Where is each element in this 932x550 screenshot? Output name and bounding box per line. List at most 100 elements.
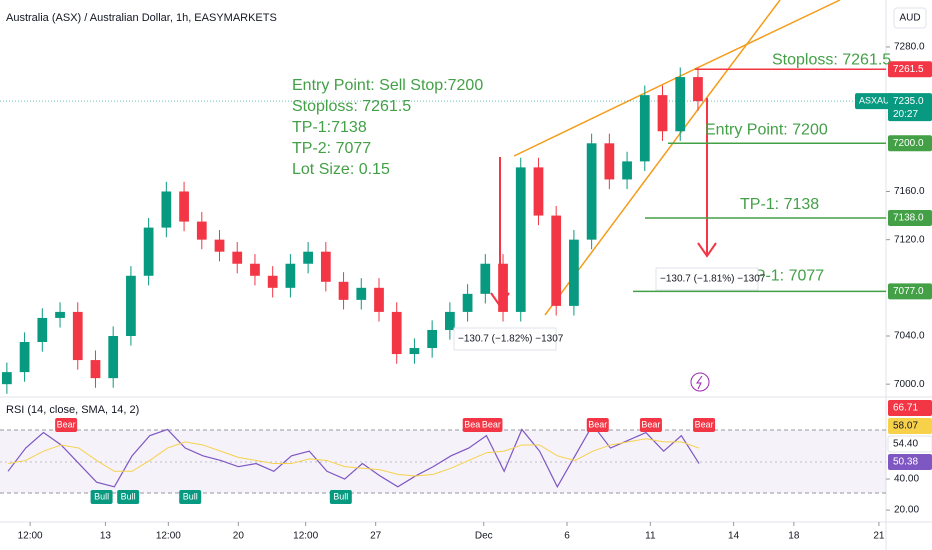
x-tick-label: 20 [233,531,245,542]
x-tick-label: 12:00 [293,531,318,542]
currency[interactable]: AUD [899,13,920,24]
signal-box [480,418,503,432]
candle-body [19,342,30,373]
level-text: TP-1: 7138 [740,196,819,213]
candle-body [515,167,526,312]
candle-body [569,239,579,306]
candle-body [267,275,278,288]
measure: −130.7 (−1.81%) −1307 [660,274,766,285]
candle-body [37,317,48,343]
candle-body [72,311,83,361]
rsi-value-label: 66.71 [893,403,918,414]
x-tick-label: 18 [788,531,800,542]
rsi-band [0,430,886,493]
note: TP-2: 7077 [292,140,371,157]
x-tick-label: 11 [645,531,656,542]
candle-body [498,263,508,312]
candle-body [2,372,12,385]
candle-body [196,221,207,240]
candle-body [320,251,331,282]
signal: Bear [695,419,714,429]
signal: Bear [641,419,660,429]
x-tick-label: 13 [100,531,112,542]
measure-box [453,327,557,351]
chart-title: Australia (ASX) / Australian Dollar, 1h,… [6,12,277,24]
last-box [888,93,932,122]
candle-body [409,348,420,355]
rsi-line [7,438,700,477]
candle-body [427,329,438,349]
signal: Bull [121,491,136,501]
candle-body [338,281,349,300]
countdown: 20:27 [893,109,918,120]
x-tick-label: 6 [564,531,570,542]
signal-box [462,418,485,432]
arrow-head [697,242,717,258]
level-label: 7077.0 [893,286,924,297]
signal-box [55,418,78,432]
signal: Bear [482,419,501,429]
candle-body [533,167,544,216]
candle-body [161,191,172,228]
signal: Bull [183,491,198,501]
rsi-value-box [888,400,932,416]
candle-body [374,287,384,312]
level-box [888,209,932,226]
level-text: Stoploss: 7261.5 [772,51,891,68]
x-tick-label: 27 [370,531,382,542]
candle-body [250,263,260,276]
candle-body [622,161,632,180]
candle-body [586,143,597,240]
candle-body [285,263,296,288]
rsi-value-label: 54.40 [893,439,918,450]
currency-button[interactable] [893,7,927,29]
measure: −130.7 (−1.82%) −1307 [458,334,564,345]
candle-body [693,77,703,102]
signal: Bull [94,491,109,501]
rsi-value-label: 58.07 [893,421,918,432]
level-box [888,135,932,152]
note: Stoploss: 7261.5 [292,98,411,115]
candle-body [657,95,668,132]
x-tick-label: 12:00 [18,531,43,542]
measure-box [655,267,759,291]
signal: Bear [464,419,483,429]
signal: Bear [57,419,76,429]
level-text: Entry Point: 7200 [705,122,828,139]
level-box [888,283,932,300]
y-tick-label: 7040.0 [894,331,925,342]
symbol: ASXAUD [859,96,897,106]
candle-body [126,275,136,336]
trend-lower-ext [704,0,781,101]
candle-body [391,311,402,355]
event-icon[interactable] [690,372,710,392]
signal-box [693,418,716,432]
level-label: 7261.5 [893,64,924,75]
rsi-value-box [888,454,932,470]
candle-body [108,335,119,379]
candle-body [55,311,65,318]
symbol-box [855,93,893,110]
signal-box [586,418,609,432]
candle-body [179,191,189,222]
candle-body [462,293,473,312]
signal: Bear [588,419,607,429]
candle-body [551,215,562,306]
rsi-tick-label: 20.00 [894,505,919,516]
candle-body [480,263,491,294]
rsi-value-box [888,418,932,434]
signal-box [90,490,113,504]
x-tick-label: 14 [728,531,740,542]
x-tick-label: 21 [873,531,885,542]
rsi-title: RSI (14, close, SMA, 14, 2) [6,404,139,416]
signal-box [117,490,140,504]
signal: Bull [333,491,348,501]
x-tick-label: Dec [475,531,493,542]
candle-body [445,311,455,330]
candle-body [639,95,650,162]
rsi-tick-label: 40.00 [894,474,919,485]
candle-body [303,251,313,264]
candle-body [604,143,615,180]
candle-body [214,239,225,252]
